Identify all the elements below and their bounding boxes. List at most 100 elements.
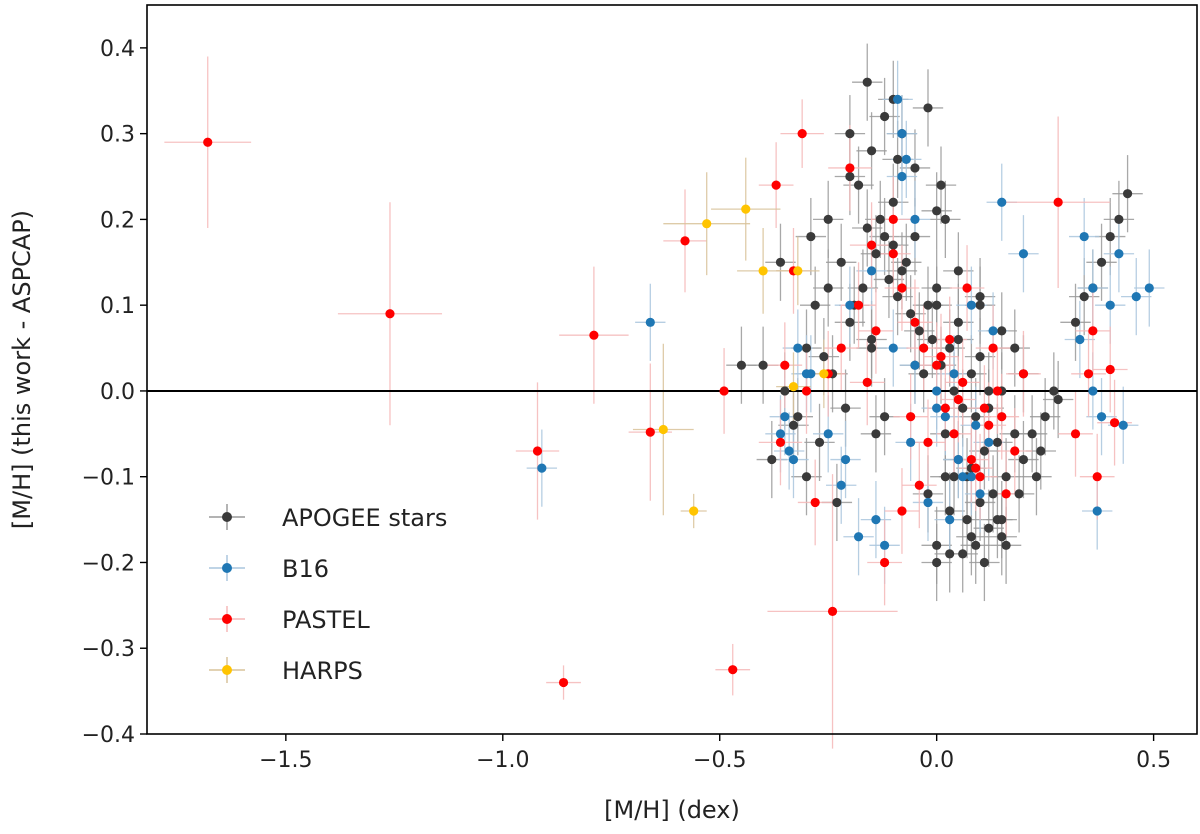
apogee-stars-point bbox=[888, 197, 898, 207]
apogee-stars-point bbox=[1014, 489, 1024, 499]
b16-point bbox=[788, 454, 799, 465]
b16-point bbox=[853, 532, 864, 542]
pastel-point bbox=[1053, 197, 1063, 207]
apogee-stars-point bbox=[932, 557, 942, 568]
apogee-stars-point bbox=[1018, 454, 1029, 465]
apogee-stars-point bbox=[971, 540, 981, 550]
apogee-stars-point bbox=[866, 343, 877, 353]
b16-point bbox=[932, 386, 942, 396]
pastel-point bbox=[1018, 369, 1029, 379]
b16-point bbox=[910, 360, 920, 370]
apogee-stars-point bbox=[975, 292, 985, 302]
apogee-stars-point bbox=[845, 129, 855, 139]
b16-point bbox=[1144, 283, 1154, 293]
b16-point bbox=[1018, 249, 1029, 259]
pastel-point bbox=[914, 480, 924, 490]
pastel-point bbox=[680, 236, 690, 246]
b16-point bbox=[897, 171, 907, 182]
apogee-stars-point bbox=[979, 557, 989, 568]
apogee-stars-point bbox=[845, 171, 855, 182]
x-tick-label: −1.5 bbox=[259, 748, 312, 773]
apogee-stars-point bbox=[940, 214, 950, 225]
apogee-stars-point bbox=[945, 506, 955, 516]
b16-point bbox=[901, 154, 911, 164]
apogee-stars-point bbox=[814, 437, 825, 447]
pastel-point bbox=[932, 360, 942, 370]
pastel-point bbox=[827, 606, 838, 616]
pastel-point bbox=[936, 352, 946, 362]
apogee-stars-point bbox=[871, 429, 881, 439]
apogee-stars-point bbox=[736, 360, 747, 370]
b16-point bbox=[784, 446, 794, 456]
b16-point bbox=[984, 437, 994, 447]
b16-point bbox=[953, 454, 963, 465]
legend-marker bbox=[222, 512, 232, 522]
apogee-stars-point bbox=[862, 77, 872, 87]
legend-marker bbox=[222, 563, 232, 573]
apogee-stars-point bbox=[958, 403, 968, 413]
x-axis: −1.5 −1.0 −0.5 0.0 0.5 bbox=[259, 734, 1171, 773]
b16-point bbox=[1088, 386, 1098, 396]
x-tick-label: 0.0 bbox=[919, 748, 954, 773]
b16-point bbox=[645, 317, 655, 327]
b16-point bbox=[949, 369, 959, 379]
apogee-stars-point bbox=[1122, 189, 1133, 199]
apogee-stars-point bbox=[932, 540, 942, 550]
pastel-point bbox=[910, 317, 920, 327]
pastel-point bbox=[997, 412, 1007, 422]
apogee-stars-point bbox=[984, 523, 994, 533]
b16-point bbox=[888, 343, 898, 353]
pastel-point bbox=[949, 429, 959, 439]
apogee-stars-point bbox=[1036, 446, 1046, 456]
apogee-stars-point bbox=[823, 214, 833, 225]
pastel-point bbox=[953, 394, 963, 405]
apogee-stars-point bbox=[810, 300, 820, 310]
pastel-point bbox=[897, 283, 907, 293]
apogee-stars-point bbox=[840, 403, 851, 413]
apogee-stars-point bbox=[767, 454, 777, 465]
apogee-stars-point bbox=[780, 386, 790, 396]
pastel-point bbox=[1109, 418, 1120, 428]
apogee-stars-point bbox=[858, 283, 868, 293]
y-tick-label: 0.3 bbox=[100, 123, 135, 148]
pastel-point bbox=[966, 454, 976, 465]
b16-point bbox=[806, 369, 816, 379]
legend-label: PASTEL bbox=[282, 606, 370, 634]
apogee-stars-point bbox=[975, 497, 985, 508]
b16-point bbox=[910, 214, 920, 225]
apogee-stars-point bbox=[975, 300, 985, 310]
y-tick-label: −0.4 bbox=[82, 723, 135, 748]
apogee-stars-point bbox=[1010, 343, 1020, 353]
pastel-point bbox=[984, 420, 994, 430]
legend-item-pastel: PASTEL bbox=[209, 606, 370, 634]
apogee-stars-point bbox=[906, 309, 916, 319]
apogee-stars-point bbox=[988, 489, 998, 499]
apogee-stars-point bbox=[884, 274, 894, 285]
apogee-stars-point bbox=[866, 334, 877, 345]
harps-point bbox=[788, 382, 799, 392]
b16-point bbox=[775, 429, 786, 439]
pastel-point bbox=[1001, 489, 1011, 499]
pastel-point bbox=[203, 137, 213, 147]
legend-label: APOGEE stars bbox=[282, 504, 447, 532]
y-tick-label: −0.2 bbox=[82, 551, 135, 576]
apogee-stars-point bbox=[910, 231, 920, 242]
pastel-point bbox=[1083, 369, 1094, 379]
legend: APOGEE stars B16 PASTEL HARPS bbox=[209, 504, 447, 685]
apogee-stars-point bbox=[984, 386, 994, 396]
apogee-stars-point bbox=[940, 429, 950, 439]
pastel-point bbox=[1010, 446, 1020, 456]
pastel-point bbox=[1105, 364, 1115, 375]
pastel-point bbox=[645, 427, 655, 437]
b16-point bbox=[1075, 334, 1085, 345]
apogee-stars-point bbox=[953, 317, 963, 327]
apogee-stars-point bbox=[923, 489, 933, 499]
apogee-stars-point bbox=[932, 300, 942, 310]
legend-label: B16 bbox=[282, 555, 329, 583]
b16-point bbox=[966, 472, 976, 482]
legend-item-harps: HARPS bbox=[209, 657, 363, 685]
pastel-point bbox=[728, 665, 738, 675]
apogee-stars-point bbox=[901, 257, 911, 267]
b16-point bbox=[966, 300, 976, 310]
